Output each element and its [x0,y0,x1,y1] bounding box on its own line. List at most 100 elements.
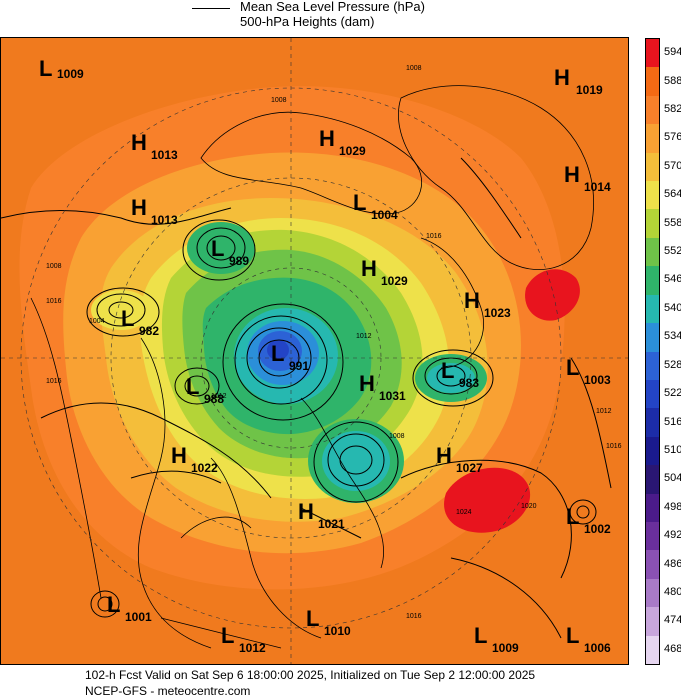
center-value: 1013 [151,213,178,227]
center-type: H [131,130,147,155]
colorbar-segment [646,95,659,125]
center-value: 1027 [456,461,483,475]
center-type: H [554,65,570,90]
colorbar-level-label: 504 [664,472,681,485]
center-value: 989 [229,254,249,268]
colorbar-segment [646,635,659,665]
center-value: 1014 [584,180,611,194]
center-type: L [121,306,134,331]
colorbar-level-label: 498 [664,500,681,513]
isobar-label: 1012 [356,333,372,340]
center-value: 1012 [239,641,266,655]
center-value: 1019 [576,83,603,97]
center-type: H [361,256,377,281]
isobar-label: 1016 [406,613,422,620]
legend-heights-label: 500-hPa Heights (dam) [240,14,375,29]
colorbar-segment [646,493,659,523]
center-value: 1010 [324,624,351,638]
center-value: 982 [139,324,159,338]
colorbar-level-label: 558 [664,216,681,229]
center-value: 1021 [318,517,345,531]
center-value: 1029 [339,144,366,158]
height-field-594-pacific [444,467,531,533]
center-value: 1004 [371,208,398,222]
center-type: L [39,56,52,81]
latitude-circles [1,38,628,664]
colorbar-level-label: 486 [664,557,681,570]
center-type: H [131,195,147,220]
center-value: 991 [289,359,309,373]
center-value: 1003 [584,373,611,387]
center-type: L [306,606,319,631]
height-field-594-asia [525,269,580,321]
colorbar-segment [646,39,659,68]
center-value: 1009 [57,67,84,81]
center-type: H [319,126,335,151]
colorbar-segment [646,379,659,409]
colorbar-level-label: 546 [664,273,681,286]
isobar-label: 1016 [606,443,622,450]
center-value: 988 [204,392,224,406]
colorbar-segment [646,237,659,267]
low-shading-989 [187,222,255,274]
source-credit: NCEP-GFS - meteocentre.com [85,684,251,698]
colorbar-level-label: 510 [664,443,681,456]
colorbar-level-label: 522 [664,387,681,400]
center-type: H [564,162,580,187]
center-value: 1002 [584,522,611,536]
colorbar-segment [646,436,659,466]
colorbar-segment [646,209,659,239]
colorbar-segment [646,578,659,608]
colorbar-level-label: 594 [664,46,681,59]
colorbar-level-label: 474 [664,614,681,627]
isobar-labels: 1008 1008 1016 1008 1016 1004 1012 1016 … [46,65,622,620]
center-type: H [298,499,314,524]
colorbar-level-label: 516 [664,415,681,428]
center-value: 1022 [191,461,218,475]
map-footer: 102-h Fcst Valid on Sat Sep 6 18:00:00 2… [0,668,681,700]
colorbar-segment [646,607,659,637]
isobar-label: 1012 [596,408,612,415]
colorbar-segment [646,521,659,551]
coastlines [30,85,594,649]
isobar-legend-line [192,8,230,9]
isobar-label: 1016 [46,378,62,385]
center-value: 1006 [584,641,611,655]
colorbar-level-label: 552 [664,245,681,258]
colorbar-segment [646,67,659,97]
center-type: H [436,443,452,468]
colorbar-segment [646,124,659,154]
forecast-valid-text: 102-h Fcst Valid on Sat Sep 6 18:00:00 2… [85,668,536,682]
weather-map: L 1009 H 1019 H 1013 H 1029 H 1014 H 101… [0,37,629,665]
isobar-label: 1024 [456,509,472,516]
isobar-label: 1020 [521,503,537,510]
height-field-522 [267,340,289,360]
center-type: L [566,504,579,529]
colorbar-level-label: 570 [664,159,681,172]
colorbar-segment [646,294,659,324]
center-type: H [171,443,187,468]
low-shading-982 [91,290,151,330]
colorbar-level-label: 480 [664,585,681,598]
colorbar-segment [646,465,659,495]
center-type: H [359,371,375,396]
isobar-label: 1012 [211,393,227,400]
center-value: 1029 [381,274,408,288]
map-legend: Mean Sea Level Pressure (hPa) 500-hPa He… [190,0,510,34]
isobar-label: 1008 [46,263,62,270]
center-value: 1009 [492,641,519,655]
legend-mslp-label: Mean Sea Level Pressure (hPa) [240,0,425,14]
center-value: 1031 [379,389,406,403]
center-value: 1001 [125,610,152,624]
center-type: L [474,623,487,648]
colorbar-level-label: 528 [664,358,681,371]
isobars [1,157,612,639]
isobar-label: 1016 [426,233,442,240]
colorbar-segment [646,152,659,182]
isobar-label: 1008 [271,97,287,104]
colorbar-segment [646,550,659,580]
center-value: 983 [459,376,479,390]
colorbar-level-label: 492 [664,529,681,542]
pressure-centers: L 1009 H 1019 H 1013 H 1029 H 1014 H 101… [39,56,611,655]
colorbar-level-label: 564 [664,188,681,201]
